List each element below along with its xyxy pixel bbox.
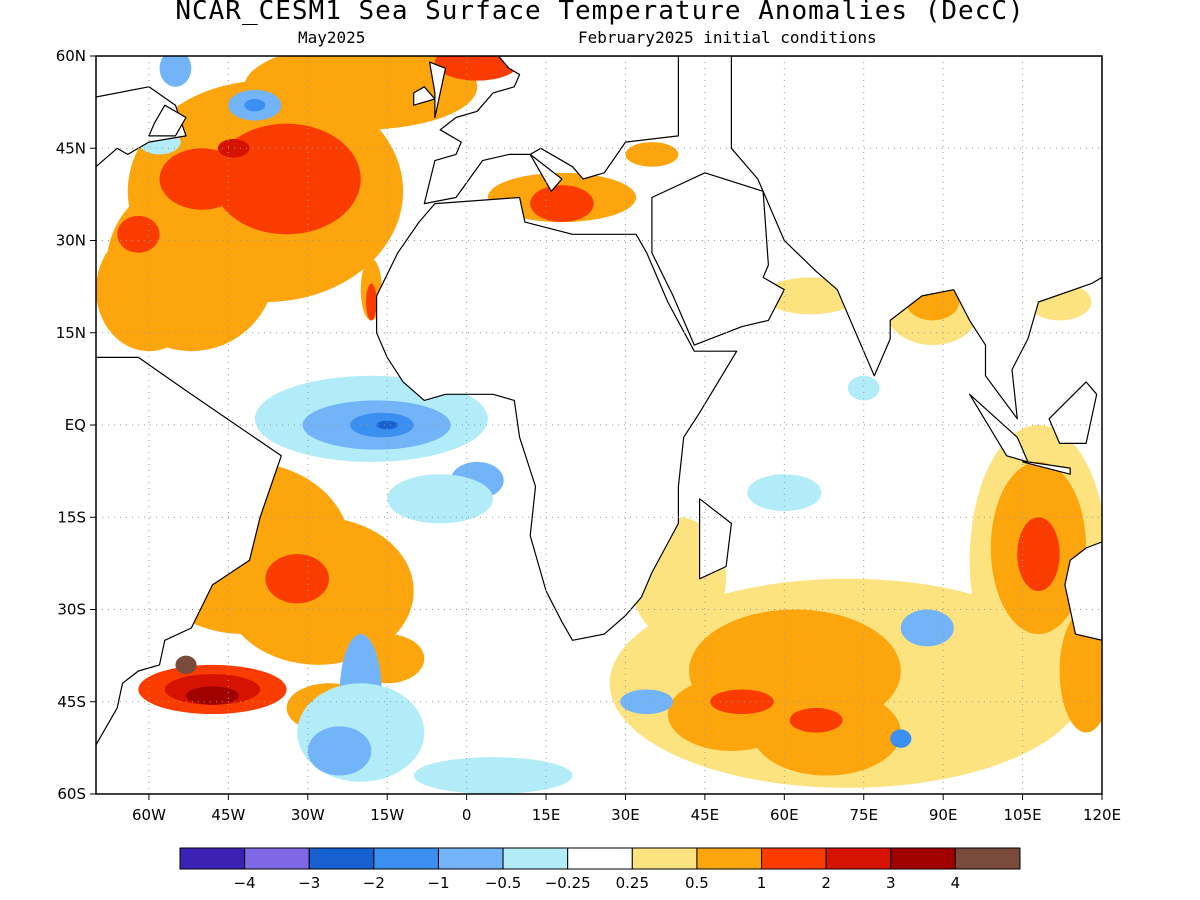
colorbar-label: −4 [234,874,256,892]
anomaly-region [159,148,245,210]
colorbar-swatch [179,847,246,870]
anomaly-region [307,726,372,776]
anomaly-region [890,729,912,748]
colorbar-label: −2 [363,874,385,892]
colorbar: −4 −3 −2 −1 −0.5 −0.25 0.25 0.5 1 2 3 4 [179,847,1021,892]
x-tick-label: 15E [532,806,561,824]
colorbar-swatch [567,847,633,870]
x-tick-label: 30E [611,806,640,824]
y-tick-label: EQ [65,416,86,434]
anomaly-region [620,689,674,715]
land-coastline [1048,381,1098,444]
anomaly-region [387,474,494,524]
x-tick-label: 0 [462,806,472,824]
anomaly-region [159,56,192,87]
anomaly-region [175,655,197,675]
colorbar-swatch [890,847,956,870]
anomaly-region [847,375,880,401]
land-coastline [423,56,680,205]
land-coastline [148,104,187,137]
anomaly-region [710,689,774,715]
colorbar-swatch [696,847,763,870]
colorbar-label: 0.25 [616,874,649,892]
anomaly-region [244,99,266,112]
colorbar-label: −3 [298,874,320,892]
y-tick-label: 30S [57,601,86,619]
colorbar-label: 1 [757,874,767,892]
land-coastline [1021,461,1071,475]
anomaly-region [212,123,361,235]
colorbar-swatch [308,847,375,870]
colorbar-label: 3 [886,874,896,892]
anomaly-region [117,215,160,253]
anomaly-region [900,609,954,647]
anomaly-region [376,420,398,430]
y-tick-label: 15N [56,324,86,342]
x-tick-label: 120E [1083,806,1121,824]
colorbar-swatch [761,847,827,870]
anomaly-region [752,689,901,776]
land-coastline [96,356,282,746]
colorbar-label: 0.5 [685,874,709,892]
colorbar-label: −0.5 [485,874,521,892]
x-tick-label: 60W [132,806,166,824]
x-tick-label: 90E [929,806,958,824]
colorbar-label: 4 [951,874,961,892]
colorbar-swatch [825,847,892,870]
colorbar-swatch [437,847,504,870]
anomaly-region [625,142,679,167]
colorbar-swatch [631,847,698,870]
y-tick-label: 30N [56,232,86,250]
anomaly-region [96,228,202,352]
x-tick-label: 30W [291,806,325,824]
x-tick-label: 15W [370,806,404,824]
land-coastline [413,86,436,106]
x-tick-label: 60E [770,806,799,824]
anomaly-region [244,56,478,130]
chart-title: NCAR_CESM1 Sea Surface Temperature Anoma… [175,0,1025,26]
y-tick-label: 15S [57,508,86,526]
anomaly-region [1059,609,1102,733]
x-tick-label: 45W [211,806,245,824]
land-coastline [1064,541,1102,641]
x-tick-label: 105E [1004,806,1042,824]
y-tick-label: 45S [57,693,86,711]
colorbar-swatch [373,847,439,870]
colorbar-label: 2 [821,874,831,892]
anomaly-region [1017,517,1060,592]
anomaly-region [530,185,594,223]
anomaly-region [186,686,239,705]
x-tick-label: 75E [849,806,878,824]
anomaly-region [265,554,329,604]
colorbar-swatch [244,847,310,870]
anomaly-layer [96,56,1102,794]
anomaly-region [366,283,377,321]
forecast-month: May2025 [298,28,366,47]
x-tick-label: 45E [691,806,720,824]
land-coastline [698,498,733,580]
axis-ticks: 60W 45W 30W 15W 0 15E 30E 45E 60E 75E 90E 105E 120E 6… [56,47,1121,824]
land-coastline [651,172,785,346]
anomaly-region [217,139,250,158]
initial-conditions-label: February2025 initial conditions [578,28,877,47]
y-tick-label: 60S [57,785,86,803]
anomaly-region [747,474,822,512]
y-tick-label: 45N [56,139,86,157]
colorbar-swatch [954,847,1021,870]
anomaly-region [434,56,520,81]
colorbar-label: −1 [427,874,449,892]
anomaly-region [413,757,573,794]
land-coastline [429,61,447,119]
anomaly-region [789,707,843,733]
land-coastline [730,56,1102,420]
colorbar-swatch [502,847,569,870]
colorbar-label: −0.25 [545,874,591,892]
y-tick-label: 60N [56,47,86,65]
